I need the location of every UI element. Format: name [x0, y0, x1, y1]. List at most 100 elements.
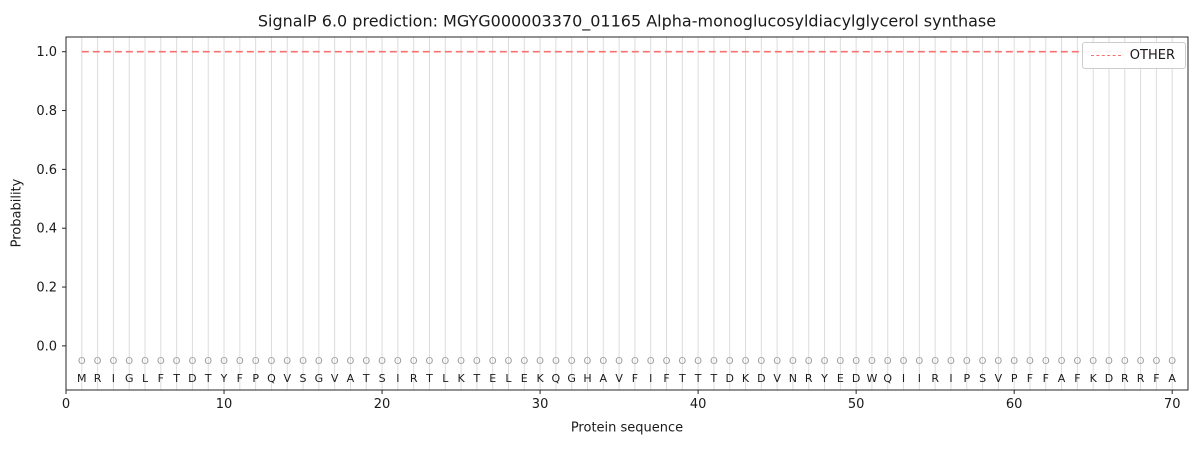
residue-marker: O [1026, 356, 1034, 367]
residue-letter: G [567, 372, 576, 385]
residue-letter: L [142, 372, 149, 385]
residue-marker: O [536, 356, 544, 367]
residue-letter: T [172, 372, 180, 385]
residue-marker: O [220, 356, 228, 367]
residue-letter: F [632, 372, 638, 385]
residue-marker: O [994, 356, 1002, 367]
residue-marker: O [109, 356, 117, 367]
residue-letter: H [583, 372, 591, 385]
residue-marker: O [615, 356, 623, 367]
residue-letter: T [710, 372, 718, 385]
x-tick-label: 50 [848, 397, 865, 412]
residue-marker: O [789, 356, 797, 367]
residue-marker: O [710, 356, 718, 367]
residue-marker: O [394, 356, 402, 367]
residue-marker: O [252, 356, 260, 367]
y-tick-label: 0.2 [36, 281, 57, 296]
residue-letter: P [963, 372, 970, 385]
residue-marker: O [188, 356, 196, 367]
residue-letter: R [1121, 372, 1129, 385]
residue-marker: O [204, 356, 212, 367]
residue-marker: O [1152, 356, 1160, 367]
residue-marker: O [915, 356, 923, 367]
residue-letter: M [77, 372, 87, 385]
residue-letter: K [536, 372, 544, 385]
residue-marker: O [1105, 356, 1113, 367]
x-tick-label: 0 [62, 397, 70, 412]
chart-title: SignalP 6.0 prediction: MGYG000003370_01… [257, 11, 997, 31]
residue-letter: V [995, 372, 1003, 385]
residue-letter: A [600, 372, 608, 385]
residue-letter: F [1027, 372, 1033, 385]
residue-letter: I [918, 372, 921, 385]
residue-letter: D [188, 372, 196, 385]
residue-marker: O [931, 356, 939, 367]
residue-letter: F [237, 372, 243, 385]
residue-marker: O [584, 356, 592, 367]
x-tick-label: 20 [374, 397, 391, 412]
residue-marker: O [347, 356, 355, 367]
residue-letter: I [112, 372, 115, 385]
residue-letter: T [694, 372, 702, 385]
residue-letter: F [1153, 372, 1159, 385]
residue-marker: O [1073, 356, 1081, 367]
residue-marker: O [426, 356, 434, 367]
residue-marker: O [631, 356, 639, 367]
residue-marker: O [283, 356, 291, 367]
legend: OTHER [1081, 42, 1186, 69]
residue-letter: T [362, 372, 370, 385]
residue-letter: Y [820, 372, 828, 385]
residue-letter: A [1168, 372, 1176, 385]
y-tick-label: 0.6 [36, 163, 57, 178]
residue-letter: E [521, 372, 528, 385]
residue-letter: R [1137, 372, 1145, 385]
residue-marker: O [726, 356, 734, 367]
residue-letter: D [725, 372, 733, 385]
residue-letter: D [757, 372, 765, 385]
residue-letter: R [410, 372, 418, 385]
residue-marker: O [94, 356, 102, 367]
residue-letter: I [649, 372, 652, 385]
residue-marker: O [1137, 356, 1145, 367]
residue-letter: N [789, 372, 797, 385]
residue-marker: O [315, 356, 323, 367]
residue-marker: O [979, 356, 987, 367]
residue-letter: D [1105, 372, 1113, 385]
residue-letter: A [347, 372, 355, 385]
residue-letter: Y [220, 372, 228, 385]
residue-letter: T [473, 372, 481, 385]
y-tick-label: 1.0 [36, 45, 57, 60]
residue-letter: F [158, 372, 164, 385]
residue-marker: O [1010, 356, 1018, 367]
residue-marker: O [568, 356, 576, 367]
residue-marker: O [362, 356, 370, 367]
residue-letter: V [615, 372, 623, 385]
x-tick-label: 10 [216, 397, 233, 412]
residue-letter: G [125, 372, 134, 385]
residue-marker: O [836, 356, 844, 367]
residue-letter: R [94, 372, 102, 385]
residue-letter: I [949, 372, 952, 385]
residue-letter: D [852, 372, 860, 385]
x-tick-label: 30 [532, 397, 549, 412]
residue-letter: V [773, 372, 781, 385]
residue-marker: O [331, 356, 339, 367]
residue-letter: K [742, 372, 750, 385]
y-tick-label: 0.0 [36, 339, 57, 354]
residue-letter: R [805, 372, 813, 385]
residue-letter: R [931, 372, 939, 385]
residue-marker: O [663, 356, 671, 367]
residue-letter: F [663, 372, 669, 385]
residue-marker: O [694, 356, 702, 367]
residue-letter: Q [552, 372, 561, 385]
residue-marker: O [773, 356, 781, 367]
residue-marker: O [852, 356, 860, 367]
plot-border [65, 36, 1189, 391]
residue-marker: O [1058, 356, 1066, 367]
residue-letter: G [315, 372, 324, 385]
residue-marker: O [78, 356, 86, 367]
residue-marker: O [505, 356, 513, 367]
residue-letter: W [866, 372, 877, 385]
residue-marker: O [1042, 356, 1050, 367]
